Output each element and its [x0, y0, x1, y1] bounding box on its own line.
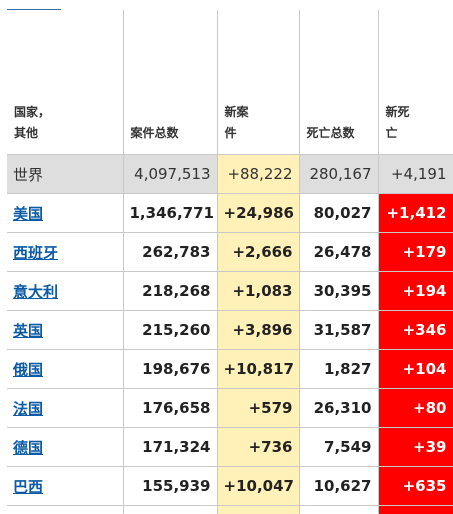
total-cases-cell: 1,346,771	[123, 194, 217, 233]
world-new-deaths: +4,191	[378, 155, 453, 194]
country-link[interactable]: 西班牙	[13, 244, 58, 262]
covid-stats-table: 国家，其他 案件总数 新案件 死亡总数 新死亡 世界 4,097,513 +88…	[7, 10, 453, 514]
country-name: 法国	[7, 389, 123, 428]
total-cases-cell: 215,260	[123, 311, 217, 350]
new-cases-cell: +10,817	[217, 350, 299, 389]
header-country[interactable]: 国家，其他	[7, 10, 123, 155]
total-deaths-cell: 10,627	[299, 467, 378, 506]
country-link[interactable]: 美国	[13, 205, 43, 223]
country-link[interactable]: 巴西	[13, 478, 43, 496]
total-cases-cell: 218,268	[123, 272, 217, 311]
partial-cell	[217, 506, 299, 514]
world-name: 世界	[7, 155, 123, 194]
country-link[interactable]: 德国	[13, 439, 43, 457]
new-deaths-cell: +104	[378, 350, 453, 389]
partial-cell	[378, 506, 453, 514]
new-deaths-cell: +39	[378, 428, 453, 467]
new-cases-cell: +24,986	[217, 194, 299, 233]
new-deaths-cell: +635	[378, 467, 453, 506]
country-name: 德国	[7, 428, 123, 467]
header-total-cases[interactable]: 案件总数	[123, 10, 217, 155]
country-link[interactable]: 意大利	[13, 283, 58, 301]
total-deaths-cell: 26,478	[299, 233, 378, 272]
total-cases-cell: 176,658	[123, 389, 217, 428]
total-cases-cell: 155,939	[123, 467, 217, 506]
country-name: 西班牙	[7, 233, 123, 272]
world-total-deaths: 280,167	[299, 155, 378, 194]
header-total-deaths[interactable]: 死亡总数	[299, 10, 378, 155]
country-link[interactable]: 英国	[13, 322, 43, 340]
partial-cell	[299, 506, 378, 514]
total-cases-cell: 262,783	[123, 233, 217, 272]
total-deaths-cell: 26,310	[299, 389, 378, 428]
country-name: 英国	[7, 311, 123, 350]
country-name: 意大利	[7, 272, 123, 311]
country-name: 美国	[7, 194, 123, 233]
country-link[interactable]: 法国	[13, 400, 43, 418]
total-cases-cell: 171,324	[123, 428, 217, 467]
total-deaths-cell: 30,395	[299, 272, 378, 311]
new-deaths-cell: +80	[378, 389, 453, 428]
new-deaths-cell: +1,412	[378, 194, 453, 233]
new-cases-cell: +736	[217, 428, 299, 467]
header-new-cases[interactable]: 新案件	[217, 10, 299, 155]
new-cases-cell: +2,666	[217, 233, 299, 272]
new-deaths-cell: +194	[378, 272, 453, 311]
table-header-row: 国家，其他 案件总数 新案件 死亡总数 新死亡	[7, 10, 453, 155]
total-deaths-cell: 1,827	[299, 350, 378, 389]
total-deaths-cell: 31,587	[299, 311, 378, 350]
world-total-cases: 4,097,513	[123, 155, 217, 194]
world-row: 世界 4,097,513 +88,222 280,167 +4,191	[7, 155, 453, 194]
total-deaths-cell: 7,549	[299, 428, 378, 467]
partial-cell	[123, 506, 217, 514]
new-cases-cell: +579	[217, 389, 299, 428]
new-deaths-cell: +346	[378, 311, 453, 350]
new-cases-cell: +10,047	[217, 467, 299, 506]
partial-cell	[7, 506, 123, 514]
table-row-partial	[7, 506, 453, 514]
country-name: 巴西	[7, 467, 123, 506]
country-name: 俄国	[7, 350, 123, 389]
world-new-cases: +88,222	[217, 155, 299, 194]
country-link[interactable]: 俄国	[13, 361, 43, 379]
header-new-deaths[interactable]: 新死亡	[378, 10, 453, 155]
total-deaths-cell: 80,027	[299, 194, 378, 233]
new-cases-cell: +3,896	[217, 311, 299, 350]
new-deaths-cell: +179	[378, 233, 453, 272]
new-cases-cell: +1,083	[217, 272, 299, 311]
total-cases-cell: 198,676	[123, 350, 217, 389]
